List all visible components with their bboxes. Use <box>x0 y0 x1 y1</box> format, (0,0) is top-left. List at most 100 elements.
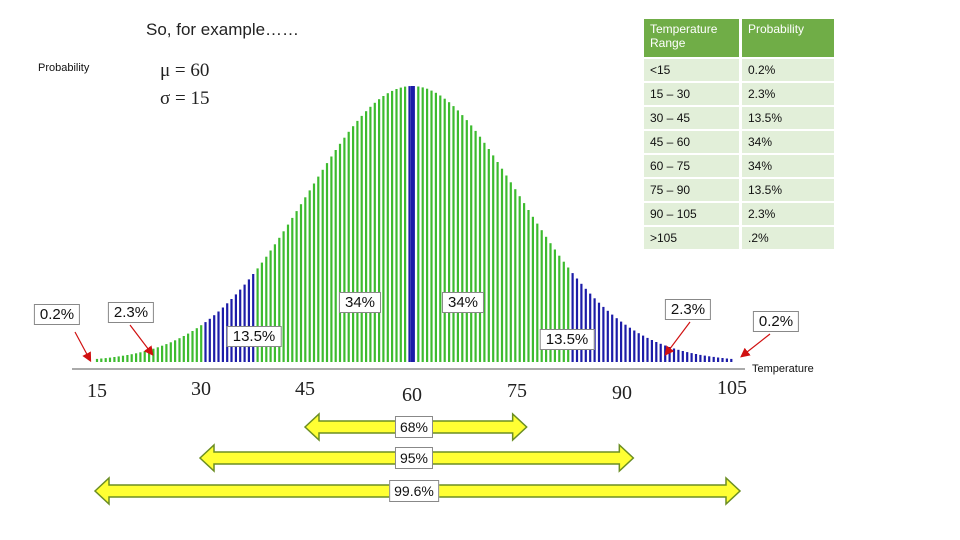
distribution-bar <box>386 93 389 362</box>
x-tick-45: 45 <box>295 378 315 400</box>
distribution-bar <box>721 358 724 362</box>
distribution-bar <box>465 120 468 362</box>
distribution-bar <box>558 255 561 362</box>
table-cell-prob: 2.3% <box>742 203 834 225</box>
distribution-bar <box>243 284 246 362</box>
distribution-bar <box>356 120 359 363</box>
distribution-bar <box>597 302 601 362</box>
distribution-bar <box>483 142 486 362</box>
region-label-above-105: 0.2% <box>752 311 800 332</box>
distribution-bar <box>378 99 381 362</box>
distribution-bar <box>100 358 103 362</box>
distribution-bar <box>650 340 653 362</box>
distribution-bar <box>265 256 268 362</box>
pointer-arrow <box>740 333 771 358</box>
distribution-bar <box>703 355 706 362</box>
distribution-bar <box>500 168 504 362</box>
distribution-bar <box>130 354 133 362</box>
region-label-75-90: 13.5% <box>539 329 595 350</box>
distribution-bar <box>247 279 250 362</box>
distribution-bar <box>182 336 185 362</box>
distribution-bar <box>540 230 543 362</box>
distribution-bar <box>536 223 539 362</box>
distribution-bar <box>404 86 407 362</box>
distribution-bar <box>672 348 676 362</box>
x-tick-15: 15 <box>87 380 107 402</box>
distribution-bar <box>637 333 640 362</box>
distribution-bar <box>113 357 116 362</box>
distribution-bar <box>352 126 355 362</box>
region-label-45-60: 34% <box>338 292 382 313</box>
distribution-bar <box>659 343 662 362</box>
distribution-bar <box>117 356 120 362</box>
distribution-bar <box>492 155 495 362</box>
distribution-bar <box>338 143 342 362</box>
distribution-bar <box>330 156 333 362</box>
distribution-bar <box>531 216 534 362</box>
distribution-bar <box>575 278 579 362</box>
distribution-bar <box>681 351 684 362</box>
table-cell-range: 75 – 90 <box>644 179 739 201</box>
table-row: 45 – 60 34% <box>644 131 834 153</box>
x-tick-90: 90 <box>612 382 632 404</box>
table-cell-prob: 34% <box>742 131 834 153</box>
distribution-bar <box>269 250 272 362</box>
table-cell-range: 45 – 60 <box>644 131 739 153</box>
distribution-bar <box>152 348 155 362</box>
distribution-bar <box>317 176 320 362</box>
distribution-bar <box>523 203 526 362</box>
table-cell-prob: 13.5% <box>742 107 834 129</box>
distribution-bar <box>239 289 242 362</box>
table-cell-range: 15 – 30 <box>644 83 739 105</box>
distribution-bar <box>470 125 473 363</box>
region-label-90-105: 2.3% <box>664 299 712 320</box>
distribution-bar <box>373 102 376 363</box>
distribution-bar <box>291 217 294 362</box>
distribution-bar <box>567 267 570 362</box>
distribution-bar <box>217 311 220 362</box>
distribution-bar <box>325 163 329 362</box>
pointer-arrow <box>664 321 691 356</box>
distribution-bar <box>382 96 385 362</box>
table-cell-prob: .2% <box>742 227 834 249</box>
distribution-bar <box>514 189 517 362</box>
distribution-bar <box>148 350 151 362</box>
distribution-bar <box>620 321 623 362</box>
distribution-bar <box>456 110 459 363</box>
distribution-bar <box>549 243 552 362</box>
distribution-bar <box>527 210 530 362</box>
distribution-bar <box>282 231 285 362</box>
distribution-bar <box>426 88 429 362</box>
table-cell-prob: 2.3% <box>742 83 834 105</box>
mean-bar <box>410 86 414 362</box>
distribution-bar <box>421 87 424 363</box>
x-tick-60: 60 <box>402 384 422 406</box>
table-header-temperature: Temperature Range <box>644 19 739 57</box>
range-label-95: 95% <box>394 447 434 469</box>
distribution-bar <box>655 342 658 362</box>
distribution-bar <box>260 262 263 362</box>
sd-parameter: σ = 15 <box>160 88 210 109</box>
x-axis-label: Temperature <box>752 363 814 375</box>
distribution-bar <box>273 244 276 362</box>
distribution-bar <box>628 327 631 362</box>
x-tick-30: 30 <box>191 378 211 400</box>
distribution-bar <box>200 325 203 362</box>
distribution-bar <box>369 106 372 362</box>
distribution-bar <box>545 236 548 362</box>
distribution-bar <box>108 357 112 362</box>
table-cell-prob: 13.5% <box>742 179 834 201</box>
distribution-bar <box>126 355 129 362</box>
distribution-bar <box>417 86 420 362</box>
distribution-bar <box>204 322 207 362</box>
region-label-below-15: 0.2% <box>33 304 81 325</box>
mean-parameter: μ = 60 <box>160 60 210 81</box>
distribution-bar <box>461 115 464 362</box>
distribution-bar <box>509 182 512 362</box>
distribution-bar <box>593 298 596 362</box>
table-row: 30 – 45 13.5% <box>644 107 834 129</box>
distribution-bar <box>430 90 433 362</box>
table-cell-prob: 0.2% <box>742 59 834 81</box>
distribution-bar <box>347 131 350 362</box>
distribution-bar <box>221 307 224 362</box>
